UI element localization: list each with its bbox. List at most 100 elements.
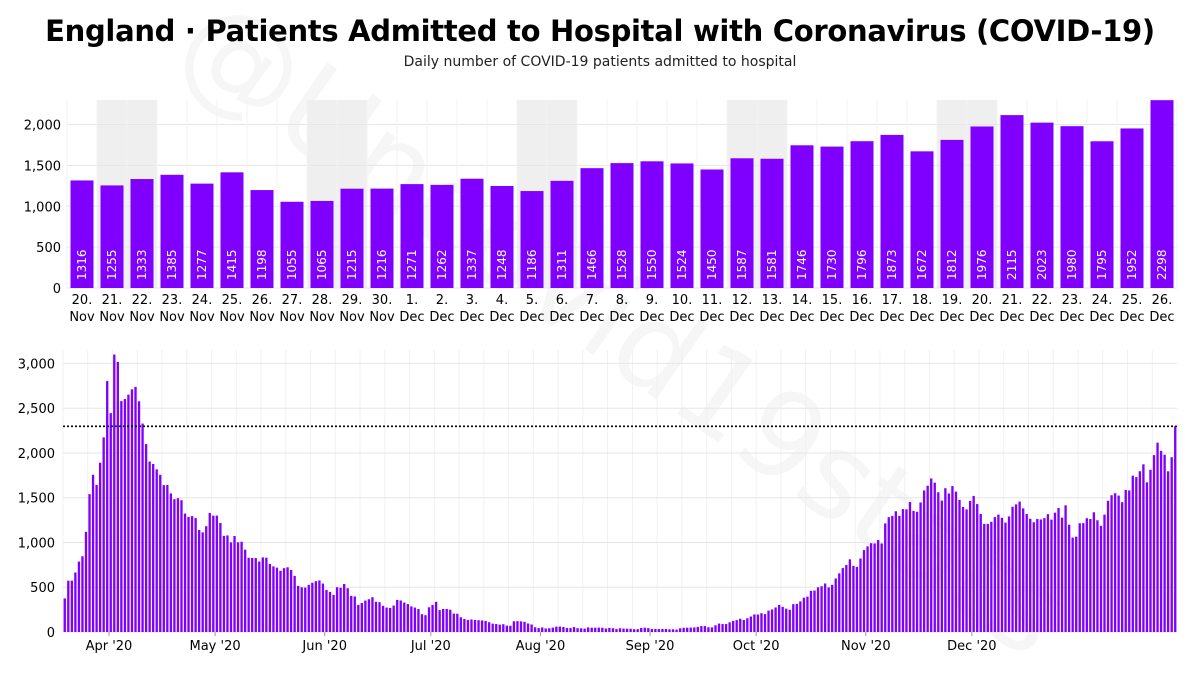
bar [261, 557, 264, 632]
bar [1131, 475, 1134, 632]
x-tick-label: 11. Dec [699, 293, 724, 325]
bar [127, 394, 130, 632]
bar [243, 549, 247, 632]
bar [137, 401, 141, 632]
bar [456, 613, 459, 632]
bar [1032, 522, 1035, 632]
bar-value-label: 2115 [1005, 249, 1019, 280]
bar [1057, 508, 1060, 632]
bar [512, 621, 516, 632]
bar [1142, 464, 1145, 632]
bar [1124, 489, 1127, 632]
bar [417, 608, 420, 632]
bar [1018, 501, 1021, 632]
bar [169, 493, 173, 632]
bar [325, 589, 328, 632]
bar [233, 536, 236, 632]
bar [707, 627, 710, 632]
bar [908, 502, 912, 632]
bar [427, 607, 431, 632]
bar [1050, 519, 1053, 632]
bar [215, 515, 219, 632]
bar [714, 625, 717, 632]
bar [884, 523, 887, 632]
bar [732, 620, 735, 632]
bar [180, 500, 183, 632]
bar [855, 566, 859, 632]
bar [1163, 454, 1166, 632]
bar [594, 627, 597, 632]
bar [583, 628, 586, 632]
bar [371, 597, 374, 632]
bar [413, 607, 417, 632]
bar-value-label: 1746 [795, 249, 809, 280]
bar [1089, 519, 1092, 632]
bar [1060, 126, 1084, 288]
y-tick-label: 1,500 [24, 159, 61, 174]
bar [364, 600, 367, 632]
bar [686, 627, 689, 632]
chart-title: England · Patients Admitted to Hospital … [45, 14, 1155, 48]
bar [912, 510, 915, 632]
bar-value-label: 1581 [765, 249, 779, 280]
bar [208, 512, 211, 632]
bar [703, 626, 707, 632]
y-tick-label: 1,500 [18, 492, 55, 507]
bar [491, 623, 494, 632]
bar [282, 568, 286, 632]
bar [816, 587, 820, 632]
bar [530, 624, 533, 632]
bar [898, 515, 901, 632]
bar [293, 575, 296, 632]
bar [160, 174, 184, 288]
bar [106, 381, 109, 632]
bar [1043, 518, 1046, 632]
bar [728, 622, 731, 632]
bar [399, 600, 402, 632]
bar [668, 629, 671, 632]
bar [792, 604, 795, 632]
bar-value-label: 1277 [195, 249, 209, 280]
bar [102, 437, 105, 632]
x-tick-label: 26. Nov [249, 293, 275, 325]
bar [611, 628, 615, 632]
bar [74, 572, 77, 632]
bar [1014, 504, 1018, 632]
bar [838, 573, 841, 632]
bar [689, 627, 692, 632]
bar [236, 542, 240, 632]
bar [70, 180, 94, 288]
bar [268, 563, 272, 632]
bar [280, 201, 304, 288]
bar [1099, 525, 1103, 632]
bar [162, 485, 165, 632]
bar [1011, 506, 1014, 632]
bar [113, 354, 116, 632]
bar [1145, 482, 1149, 632]
bar [487, 622, 491, 632]
bar [983, 523, 986, 632]
x-tick-label: 2. Dec [429, 293, 454, 325]
x-tick-label: 9. Dec [639, 293, 664, 325]
bar [650, 629, 653, 632]
bar [735, 620, 738, 632]
bar [640, 161, 664, 288]
bar [972, 495, 975, 632]
bar [951, 486, 954, 632]
bar [339, 587, 342, 632]
bar [353, 596, 356, 632]
bar [91, 474, 95, 632]
bar [420, 614, 424, 632]
bar-value-label: 1587 [735, 249, 749, 280]
bar-value-label: 1337 [465, 249, 479, 280]
bar-value-label: 1795 [1095, 249, 1109, 280]
bar [919, 502, 922, 632]
bar [134, 386, 137, 632]
x-tick-label: 28. Nov [309, 293, 335, 325]
y-tick-label: 1,000 [24, 200, 61, 215]
bar [937, 492, 940, 632]
bar [357, 604, 360, 632]
bar [120, 401, 123, 632]
bar [100, 185, 124, 288]
y-tick-label: 500 [36, 241, 61, 256]
